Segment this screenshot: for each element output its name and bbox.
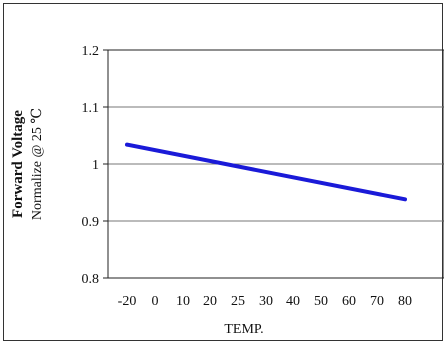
y-tick-label: 1.1 — [82, 101, 100, 116]
x-tick-label: 0 — [152, 294, 159, 309]
forward-voltage-chart: 0.8 0.9 1 1.1 1.2 -20 0 10 20 25 30 40 50 60 70 80 TEM… — [10, 44, 445, 337]
x-tick-label: 70 — [370, 294, 384, 309]
x-tick-label: 80 — [398, 294, 412, 309]
y-tick-label: 0.9 — [82, 215, 100, 230]
y-axis-ticks: 0.8 0.9 1 1.1 1.2 — [82, 44, 108, 287]
x-axis-label: TEMP. — [224, 322, 263, 337]
x-tick-label: 20 — [203, 294, 217, 309]
x-tick-label: -20 — [118, 294, 137, 309]
y-axis-label-main: Forward Voltage — [10, 110, 26, 218]
x-tick-label: 50 — [314, 294, 328, 309]
grid-lines — [108, 106, 444, 222]
y-tick-label: 1 — [92, 158, 99, 173]
y-tick-label: 1.2 — [82, 44, 100, 59]
x-tick-label: 25 — [231, 294, 245, 309]
y-tick-label: 0.8 — [82, 272, 100, 287]
x-tick-label: 30 — [259, 294, 273, 309]
x-axis-ticks: -20 0 10 20 25 30 40 50 60 70 80 — [118, 294, 412, 309]
x-tick-label: 10 — [176, 294, 190, 309]
series-group — [125, 142, 407, 202]
y-axis-label-sub: Normalize @ 25 ℃ — [30, 108, 45, 220]
x-tick-label: 40 — [286, 294, 300, 309]
x-tick-label: 60 — [342, 294, 356, 309]
chart-frame: 0.8 0.9 1 1.1 1.2 -20 0 10 20 25 30 40 50 60 70 80 TEM… — [3, 3, 445, 341]
series-line — [125, 142, 407, 202]
